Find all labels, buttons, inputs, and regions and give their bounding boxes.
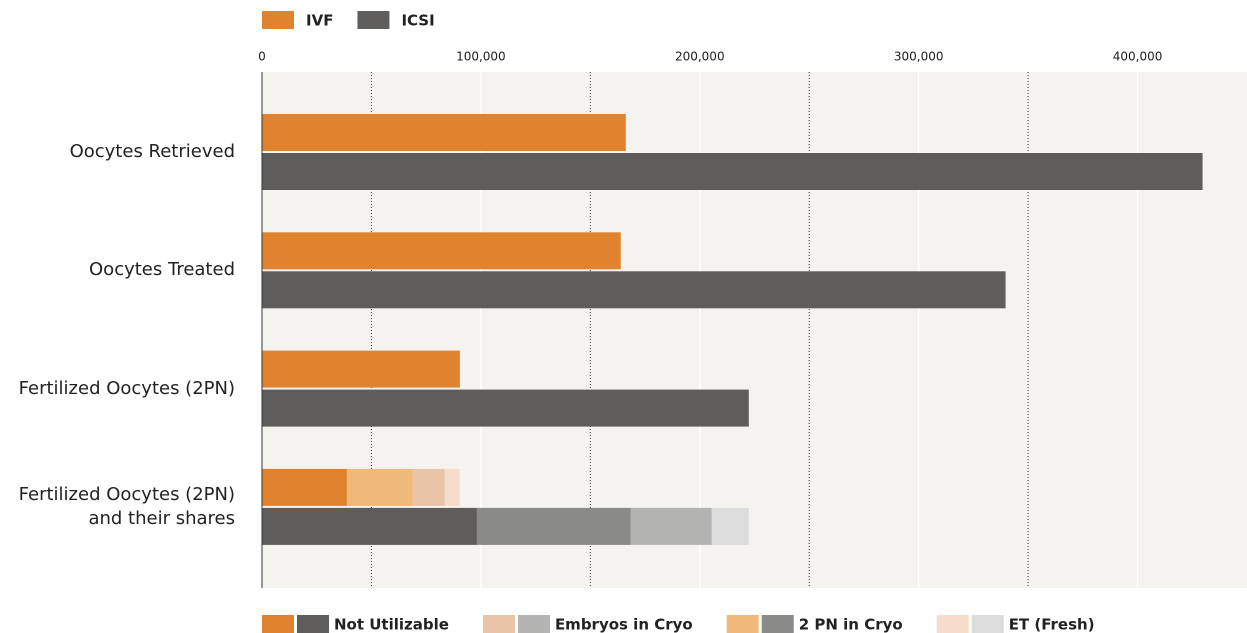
stacked-bar-segment xyxy=(346,468,413,506)
x-tick-label: 200,000 xyxy=(675,50,725,64)
x-tick-label: 400,000 xyxy=(1113,50,1163,64)
bar xyxy=(262,389,749,427)
legend-label: ET (Fresh) xyxy=(1009,616,1095,633)
bar xyxy=(262,271,1006,309)
stacked-bar-segment xyxy=(262,468,347,506)
legend-swatch xyxy=(482,615,515,633)
legend-label: Not Utilizable xyxy=(334,616,449,633)
stacked-bar-segment xyxy=(262,507,477,545)
legend-label: IVF xyxy=(306,12,333,30)
x-tick-label: 300,000 xyxy=(894,50,944,64)
y-tick-label: Oocytes Retrieved xyxy=(69,141,235,162)
legend-swatch xyxy=(971,615,1004,633)
legend-swatch xyxy=(936,615,969,633)
x-tick-label: 0 xyxy=(258,50,266,64)
bar xyxy=(262,350,460,388)
stacked-bar-segment xyxy=(412,468,445,506)
y-tick-label: Fertilized Oocytes (2PN) and their share… xyxy=(18,483,235,529)
bar xyxy=(262,153,1203,190)
legend-swatch xyxy=(262,615,294,633)
bar xyxy=(262,114,626,151)
stacked-bar-segment xyxy=(444,468,460,506)
legend-label: Embryos in Cryo xyxy=(555,616,693,633)
legend-swatch xyxy=(357,11,390,29)
y-tick-label: Fertilized Oocytes (2PN) xyxy=(18,377,235,399)
legend-swatch xyxy=(517,615,550,633)
legend-swatch xyxy=(761,615,794,633)
stacked-bar-segment xyxy=(711,507,749,545)
x-tick-label: 100,000 xyxy=(456,50,506,64)
legend-swatch xyxy=(297,615,329,633)
y-tick-label: Oocytes Treated xyxy=(89,259,235,281)
stacked-bar-segment xyxy=(476,507,631,545)
bar xyxy=(262,232,621,270)
legend-label: ICSI xyxy=(401,12,434,30)
legend-swatch xyxy=(262,11,294,29)
legend-swatch xyxy=(726,615,759,633)
legend-label: 2 PN in Cryo xyxy=(799,616,903,633)
stacked-bar-segment xyxy=(630,507,712,545)
